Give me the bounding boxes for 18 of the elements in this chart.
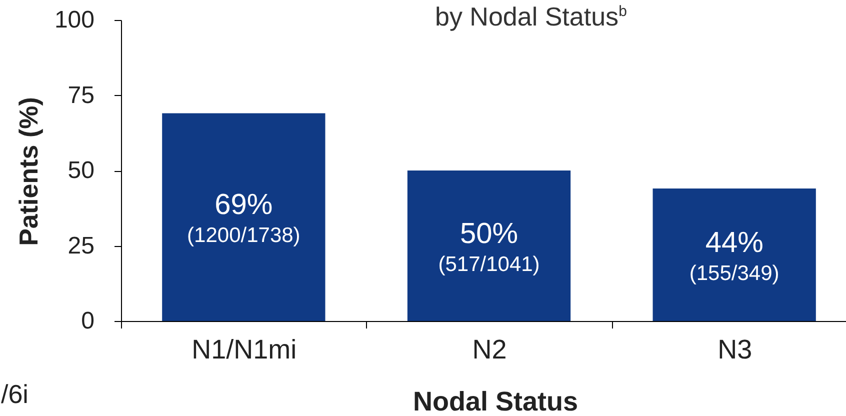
x-tick-label: N1/N1mi <box>192 334 297 364</box>
text: 69% (1200/1738) <box>187 189 300 248</box>
x-axis-title: Nodal Status <box>412 386 578 416</box>
y-tick-label: 75 <box>68 82 94 109</box>
x-tick-label: N2 <box>472 334 507 364</box>
chart-title: by Nodal Status$^{b}$ <box>435 0 627 32</box>
text: /6i <box>1 379 28 409</box>
bar <box>652 188 816 321</box>
bar <box>162 113 326 321</box>
text: 50% (517/1041) <box>438 218 540 276</box>
bar <box>407 170 571 321</box>
y-axis-title: Patients (%) <box>14 97 44 246</box>
y-tick-label: 50 <box>68 157 94 184</box>
y-tick-label: 100 <box>54 6 94 34</box>
text: 44% (155/349) <box>689 226 780 285</box>
x-tick-label: N3 <box>718 334 752 364</box>
y-tick-label: 25 <box>68 232 94 260</box>
y-tick-label: 0 <box>81 308 94 334</box>
